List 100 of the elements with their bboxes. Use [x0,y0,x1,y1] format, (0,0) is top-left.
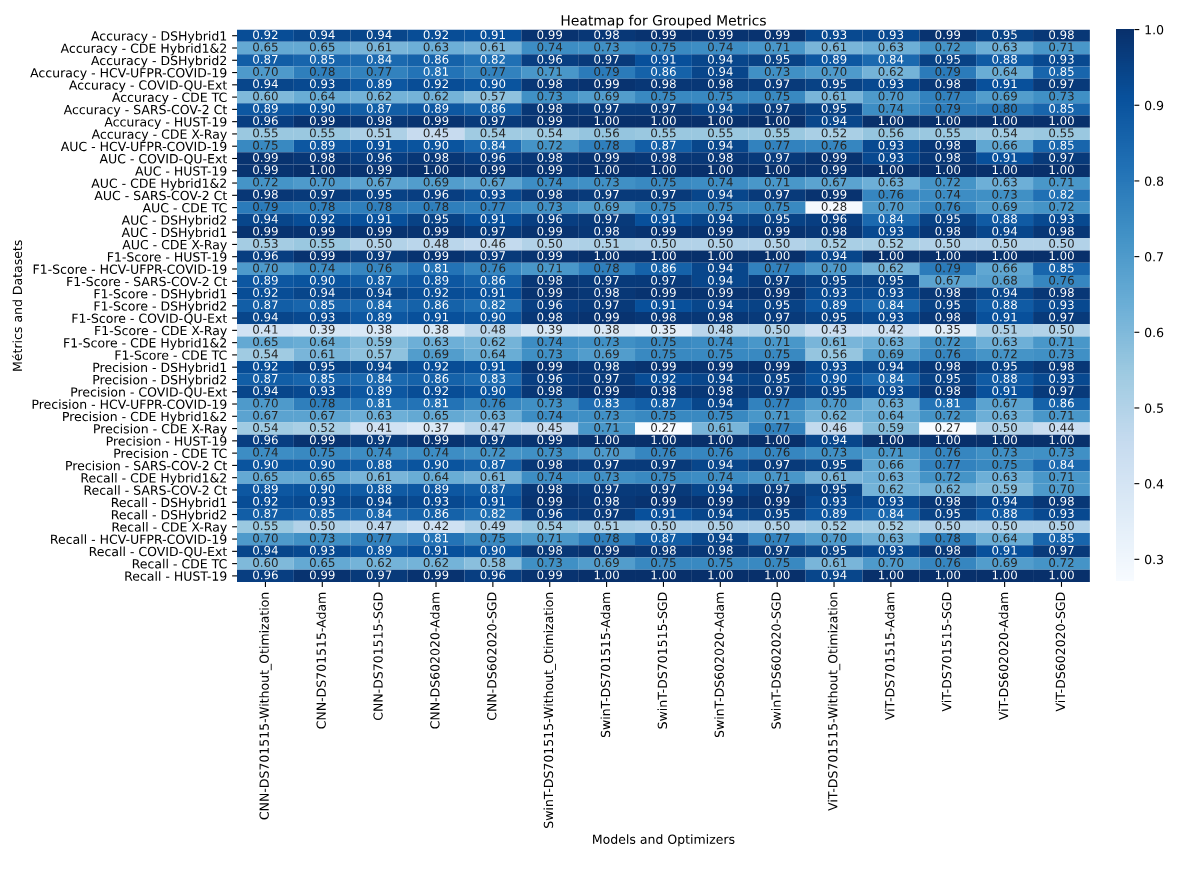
data-label: 0.77 [366,67,392,76]
data-label: 0.87 [253,509,278,518]
data-label: 0.99 [594,79,619,89]
data-label: 0.66 [992,263,1018,273]
data-label: 0.73 [537,447,562,457]
data-label: 0.66 [878,459,904,469]
data-label: 0.95 [764,300,790,310]
x-tick-label: CNN-DS701515-SGD [373,592,383,721]
color-bar-label: 0.3 [1144,554,1164,565]
data-label: 0.69 [423,349,449,359]
data-label: 0.89 [253,103,278,113]
data-label: 0.99 [594,386,619,396]
data-label: 1.00 [935,165,961,175]
data-label: 0.95 [821,484,847,494]
data-label: 0.94 [821,116,847,126]
data-label: 0.48 [423,238,449,248]
data-label: 0.89 [253,484,278,494]
data-label: 0.61 [309,349,335,359]
data-label: 0.89 [423,275,449,285]
data-label: 0.85 [1049,103,1074,113]
data-label: 0.95 [821,103,847,113]
data-label: 0.61 [821,558,847,568]
data-label: 0.93 [878,312,904,322]
data-label: 0.98 [594,226,619,236]
data-label: 0.86 [1049,398,1074,408]
data-label: 0.98 [935,226,961,236]
y-tick-label: Recall - CDE TC [132,558,227,569]
data-label: 0.94 [707,459,733,469]
data-label: 0.75 [992,459,1017,469]
data-label: 0.67 [935,275,960,285]
data-label: 1.00 [594,116,619,126]
data-label: 0.42 [878,324,903,334]
data-label: 0.50 [707,238,733,248]
data-label: 0.94 [707,275,733,285]
data-label: 0.92 [423,30,448,40]
data-label: 0.75 [764,349,790,359]
data-label: 0.81 [366,398,392,408]
y-tick-label: Recall - DSHybrid2 [111,509,227,522]
data-label: 0.93 [878,79,904,89]
data-label: 0.93 [309,545,335,555]
y-tick-label: F1-Score - CDE Hybrid1&2 [64,337,227,350]
data-label: 1.00 [992,251,1017,261]
data-label: 0.91 [423,312,449,322]
data-label: 0.99 [423,226,449,236]
data-label: 0.96 [537,300,563,310]
y-tick-label: F1-Score - SARS-COV-2 Ct [67,276,227,287]
data-label: 1.00 [992,570,1017,580]
data-label: 0.95 [821,312,847,322]
data-label: 0.97 [764,386,790,396]
data-label: 0.85 [309,54,335,64]
data-label: 0.69 [992,202,1017,212]
data-label: 0.99 [764,288,790,297]
y-tick-label: AUC - HCV-UFPR-COVID-19 [60,141,227,152]
data-label: 0.75 [707,202,733,212]
y-tick-label: Accuracy - CDE TC [111,92,227,105]
data-label: 0.95 [878,275,904,285]
data-label: 0.63 [878,398,904,408]
data-label: 0.75 [651,349,676,359]
data-label: 0.99 [423,251,449,261]
data-label: 0.98 [594,361,619,371]
data-label: 0.86 [651,67,676,76]
data-label: 0.89 [821,300,847,310]
data-label: 0.90 [423,140,449,150]
data-label: 0.69 [423,177,449,187]
data-label: 0.65 [309,472,335,482]
data-label: 0.95 [935,54,960,64]
x-tick-label: SwinT-DS701515-SGD [657,592,668,729]
color-bar-label: 0.9 [1144,100,1164,111]
data-label: 1.00 [594,251,619,261]
data-label: 0.94 [878,361,904,371]
data-label: 0.93 [309,79,335,89]
data-label: 0.96 [537,54,563,64]
data-label: 0.99 [480,165,506,175]
data-label: 0.94 [366,496,392,506]
y-tick-label: F1-Score - DSHybrid2 [94,301,227,314]
y-tick-label: Recall - COVID-QU-Ext [89,546,227,558]
y-tick-label: Accuracy - SARS-COV-2 Ct [63,104,227,117]
data-label: 0.74 [537,472,563,482]
data-label: 0.63 [878,472,904,482]
data-label: 0.81 [935,398,960,408]
data-label: 0.63 [992,42,1017,52]
data-label: 0.70 [1049,484,1074,494]
data-label: 0.74 [878,103,904,113]
color-bar-label: 0.6 [1144,327,1164,338]
data-label: 0.54 [480,128,506,138]
data-label: 0.93 [309,312,335,322]
data-label: 0.99 [537,165,563,175]
data-label: 0.94 [366,288,392,297]
data-label: 0.88 [992,373,1017,383]
data-label: 0.74 [537,42,563,52]
data-label: 0.99 [764,361,790,371]
data-label: 0.73 [992,189,1017,199]
data-label: 0.74 [707,42,733,52]
y-tick-label: Recall - SARS-COV-2 Ct [84,485,227,495]
data-label: 0.72 [1049,558,1074,568]
data-label: 0.95 [935,509,960,518]
data-label: 0.87 [651,533,676,543]
data-label: 0.56 [594,128,619,138]
data-label: 0.98 [594,288,619,297]
data-label: 0.91 [366,140,392,150]
